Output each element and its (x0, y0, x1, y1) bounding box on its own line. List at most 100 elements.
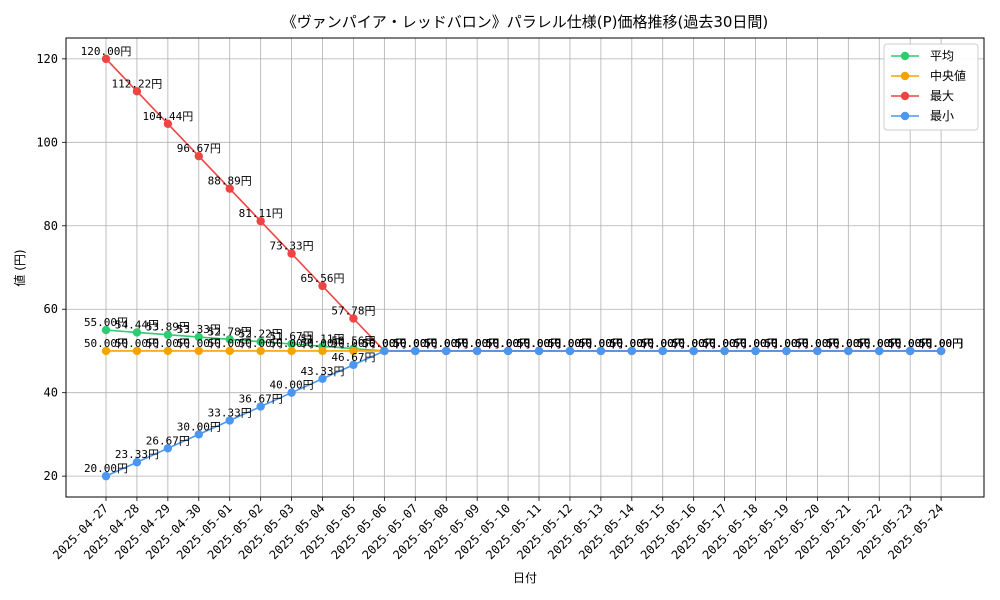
data-label: 50.00円 (610, 337, 654, 350)
data-point (287, 346, 296, 356)
data-label: 50.00円 (641, 337, 685, 350)
legend-entry-label: 最大 (930, 89, 954, 103)
data-label: 53.89円 (146, 321, 190, 334)
legend-box (883, 43, 979, 131)
data-label: 50.00円 (795, 337, 839, 350)
data-label: 23.33円 (115, 448, 159, 461)
data-label: 50.00円 (641, 337, 685, 350)
data-point (503, 346, 513, 356)
data-label: 50.00円 (826, 337, 870, 350)
data-labels: 55.00円54.44円53.89円53.33円52.78円52.22円51.6… (81, 45, 964, 475)
x-axis-label: 日付 (513, 571, 537, 585)
data-label: 50.00円 (672, 337, 716, 350)
data-label: 50.00円 (486, 337, 530, 350)
data-label: 50.00円 (177, 337, 221, 350)
data-label: 52.78円 (208, 325, 252, 338)
data-label: 50.00円 (919, 337, 963, 350)
data-point (472, 346, 482, 356)
data-point (132, 87, 142, 96)
data-label: 50.00円 (455, 337, 499, 350)
data-label: 50.00円 (703, 337, 747, 350)
data-point (875, 346, 884, 356)
legend-entry-label: 中央値 (930, 68, 966, 83)
y-axis: 20 40 60 80 100 120 (36, 52, 66, 483)
y-tick-label: 40 (44, 386, 58, 400)
data-label: 50.00円 (393, 337, 437, 350)
data-point (905, 346, 915, 356)
data-label: 55.00円 (84, 316, 128, 329)
data-label: 120.00円 (81, 45, 132, 58)
data-label: 51.67円 (270, 330, 314, 343)
series-layer (101, 54, 946, 481)
data-label: 57.78円 (331, 304, 375, 317)
data-label: 54.44円 (115, 318, 159, 331)
data-label: 50.00円 (579, 337, 623, 350)
data-label: 43.33円 (300, 365, 344, 378)
data-label: 50.00円 (393, 337, 437, 350)
data-point (751, 346, 760, 356)
data-label: 36.67円 (239, 393, 283, 406)
data-label: 50.00円 (641, 337, 685, 350)
data-label: 33.33円 (208, 407, 252, 420)
data-label: 50.00円 (579, 337, 623, 350)
data-label: 53.33円 (177, 323, 221, 336)
data-label: 40.00円 (270, 379, 314, 392)
legend-swatch-marker (900, 111, 910, 121)
data-point (720, 346, 729, 356)
data-label: 50.00円 (146, 337, 190, 350)
y-tick-label: 120 (36, 52, 58, 66)
data-label: 50.00円 (826, 337, 870, 350)
data-point (194, 332, 203, 342)
data-label: 46.67円 (331, 351, 375, 364)
data-label: 50.00円 (733, 337, 777, 350)
data-point (380, 346, 389, 356)
data-point (627, 346, 637, 356)
legend-entry-label: 最小 (930, 109, 954, 123)
data-label: 50.00円 (888, 337, 932, 350)
data-point (194, 152, 203, 161)
y-axis-label: 値 (円) (12, 249, 27, 286)
data-point (442, 346, 451, 356)
data-label: 50.00円 (424, 337, 468, 350)
data-label: 50.00円 (517, 337, 561, 350)
data-label: 50.00円 (610, 337, 654, 350)
data-point (565, 346, 575, 356)
data-label: 65.56円 (300, 272, 344, 285)
data-label: 50.00円 (610, 337, 654, 350)
data-label: 50.00円 (919, 337, 963, 350)
data-point (163, 346, 173, 356)
data-label: 50.00円 (733, 337, 777, 350)
data-point (132, 328, 142, 337)
data-label: 50.00円 (857, 337, 901, 350)
data-label: 50.00円 (857, 337, 901, 350)
data-point (101, 346, 111, 356)
data-point (225, 346, 234, 356)
data-label: 50.00円 (239, 337, 283, 350)
data-label: 51.11円 (300, 332, 344, 345)
data-point (813, 346, 822, 356)
data-label: 50.00円 (393, 337, 437, 350)
data-point (256, 402, 265, 411)
data-label: 50.00円 (548, 337, 592, 350)
data-point (225, 416, 234, 425)
data-label: 50.00円 (548, 337, 592, 350)
data-point (287, 388, 296, 397)
data-label: 50.00円 (424, 337, 468, 350)
data-point (256, 337, 265, 346)
data-label: 50.00円 (795, 337, 839, 350)
data-label: 50.00円 (548, 337, 592, 350)
data-label: 50.00円 (579, 337, 623, 350)
data-label: 50.00円 (300, 337, 344, 350)
data-point (349, 360, 358, 370)
data-label: 88.89円 (208, 175, 252, 188)
data-label: 81.11円 (239, 207, 283, 220)
data-label: 50.00円 (672, 337, 716, 350)
legend-swatch-marker (900, 51, 910, 61)
data-label: 50.00円 (888, 337, 932, 350)
data-point (163, 119, 173, 128)
data-label: 50.00円 (919, 337, 963, 350)
data-label: 50.56円 (331, 335, 375, 348)
data-point (163, 444, 173, 453)
